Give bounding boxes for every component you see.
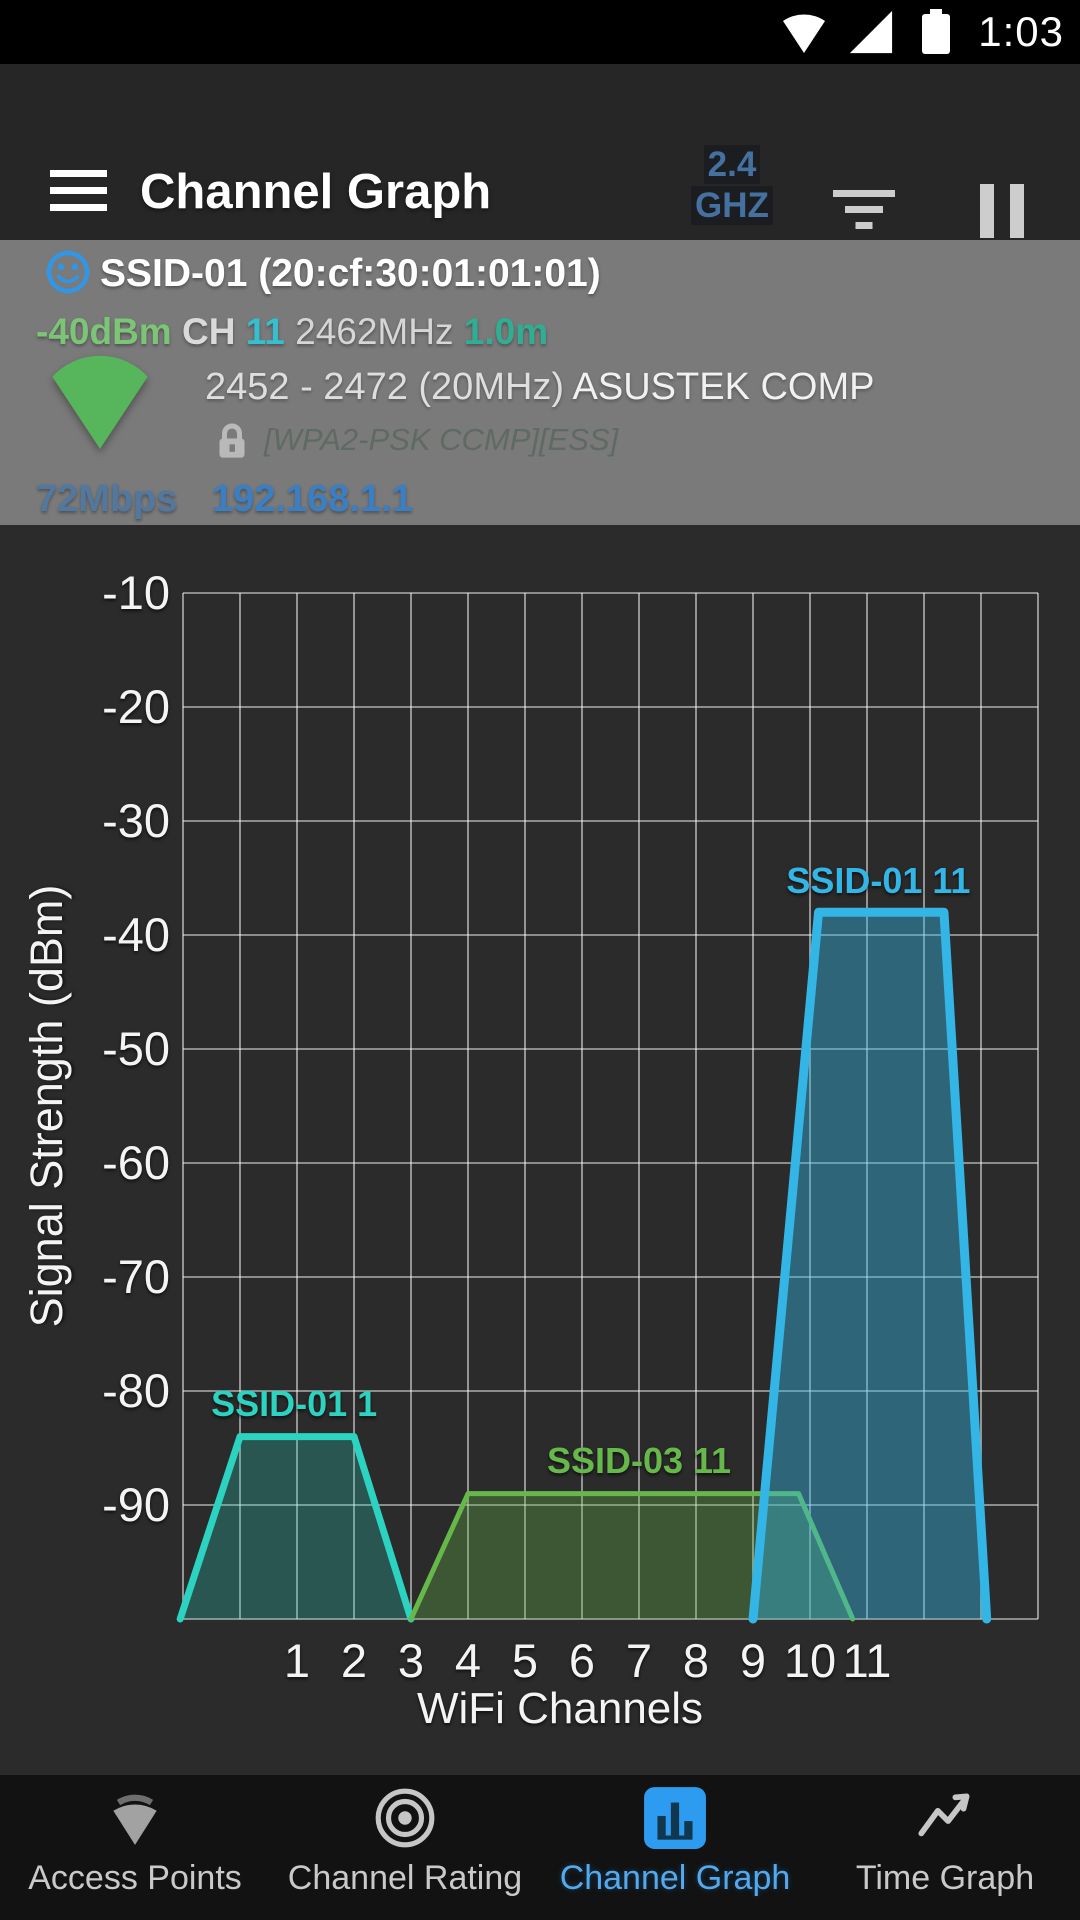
vendor-name: ASUSTEK COMP bbox=[572, 366, 875, 408]
nav-item-access-points[interactable]: Access Points bbox=[0, 1775, 270, 1920]
cellular-status-icon bbox=[850, 10, 893, 54]
nav-label: Access Points bbox=[28, 1859, 242, 1897]
page-title: Channel Graph bbox=[140, 165, 492, 219]
channel-graph-icon bbox=[644, 1787, 706, 1849]
nav-label: Channel Rating bbox=[287, 1859, 523, 1897]
y-tick-label: -50 bbox=[102, 1022, 170, 1075]
nav-item-time-graph[interactable]: Time Graph bbox=[810, 1775, 1080, 1920]
security-capabilities: [WPA2-PSK CCMP][ESS] bbox=[264, 422, 619, 457]
x-tick-label: 8 bbox=[683, 1634, 709, 1687]
series-outline-ssid-01-11 bbox=[748, 907, 992, 1624]
filter-icon[interactable] bbox=[832, 186, 896, 230]
lock-icon bbox=[219, 423, 245, 458]
band-line1: 2.4 bbox=[703, 145, 761, 184]
channel-value: 11 bbox=[245, 311, 285, 352]
x-tick-label: 4 bbox=[455, 1634, 481, 1687]
x-tick-label: 11 bbox=[843, 1634, 892, 1687]
series-area-ssid-01-1 bbox=[180, 1436, 411, 1619]
y-tick-label: -70 bbox=[102, 1250, 170, 1303]
rating-smiley-icon bbox=[46, 250, 90, 294]
x-tick-label: 6 bbox=[569, 1634, 595, 1687]
clock: 1:03 bbox=[978, 8, 1064, 55]
nav-label: Time Graph bbox=[855, 1859, 1035, 1897]
access-point-detail-panel[interactable]: SSID-01 (20:cf:30:01:01:01) -40dBm CH 11… bbox=[0, 240, 1080, 525]
distance-value: 1.0m bbox=[463, 311, 549, 352]
series-outline-ssid-03-11 bbox=[408, 1491, 856, 1622]
x-axis-title: WiFi Channels bbox=[417, 1684, 703, 1733]
nav-item-channel-rating[interactable]: Channel Rating bbox=[270, 1775, 540, 1920]
channel-label: CH bbox=[181, 311, 236, 352]
pause-button[interactable] bbox=[980, 184, 1026, 242]
signal-strength-value: -40dBm bbox=[36, 311, 172, 352]
y-tick-label: -60 bbox=[102, 1136, 170, 1189]
y-tick-label: -90 bbox=[102, 1478, 170, 1531]
hamburger-menu-icon[interactable] bbox=[50, 168, 110, 216]
channel-rating-icon bbox=[375, 1788, 435, 1848]
battery-icon bbox=[922, 9, 951, 54]
app-bar: Channel Graph 2.4 GHZ bbox=[0, 64, 1080, 270]
y-tick-label: -30 bbox=[102, 794, 170, 847]
series-label: SSID-03 11 bbox=[547, 1440, 731, 1481]
ip-address: 192.168.1.1 bbox=[212, 478, 413, 520]
channel-range: 2452 - 2472 (20MHz) bbox=[205, 366, 565, 408]
link-row: 72Mbps 192.168.1.1 bbox=[36, 478, 413, 521]
y-axis-title: Signal Strength (dBm) bbox=[21, 885, 72, 1328]
access-points-icon bbox=[113, 1794, 157, 1845]
series-label: SSID-01 1 bbox=[211, 1383, 377, 1424]
y-tick-label: -40 bbox=[102, 908, 170, 961]
frequency-range-row: 2452 - 2472 (20MHz) ASUSTEK COMP bbox=[205, 366, 875, 409]
y-tick-label: -80 bbox=[102, 1364, 170, 1417]
frequency-value: 2462MHz bbox=[295, 311, 454, 352]
link-speed: 72Mbps bbox=[36, 478, 178, 520]
y-tick-label: -10 bbox=[102, 566, 170, 619]
nav-item-channel-graph[interactable]: Channel Graph bbox=[540, 1775, 810, 1920]
band-selector-button[interactable]: 2.4 GHZ bbox=[672, 144, 792, 226]
nav-label: Channel Graph bbox=[559, 1859, 791, 1897]
wifi-status-icon bbox=[783, 14, 826, 53]
x-tick-label: 9 bbox=[740, 1634, 766, 1687]
x-tick-label: 1 bbox=[284, 1634, 310, 1687]
ssid-header: SSID-01 (20:cf:30:01:01:01) bbox=[100, 252, 601, 295]
channel-graph-chart: SSID-01 1 SSID-03 11 SSID-01 11 -10 -20 -30 -4… bbox=[0, 525, 1080, 1775]
band-line2: GHZ bbox=[691, 186, 773, 225]
signal-channel-row: -40dBm CH 11 2462MHz 1.0m bbox=[36, 311, 548, 353]
channel-graph-svg: SSID-01 1 SSID-03 11 SSID-01 11 -10 -20 -30 -4… bbox=[21, 566, 1039, 1733]
x-tick-label: 10 bbox=[784, 1634, 836, 1687]
series-label: SSID-01 11 bbox=[786, 860, 970, 901]
status-bar: 1:03 bbox=[0, 0, 1080, 64]
y-tick-label: -20 bbox=[102, 680, 170, 733]
x-tick-label: 7 bbox=[626, 1634, 652, 1687]
bottom-navigation: Access Points Channel Rating Channel Gra… bbox=[0, 1775, 1080, 1920]
wifi-signal-icon bbox=[52, 355, 148, 449]
time-graph-icon bbox=[918, 1793, 970, 1837]
x-tick-label: 2 bbox=[341, 1634, 367, 1687]
x-tick-label: 3 bbox=[398, 1634, 424, 1687]
series-area-ssid-03-11 bbox=[411, 1493, 853, 1619]
series-area-ssid-01-11 bbox=[753, 912, 987, 1619]
x-tick-label: 5 bbox=[512, 1634, 538, 1687]
series-outline-ssid-01-1 bbox=[176, 1433, 415, 1623]
